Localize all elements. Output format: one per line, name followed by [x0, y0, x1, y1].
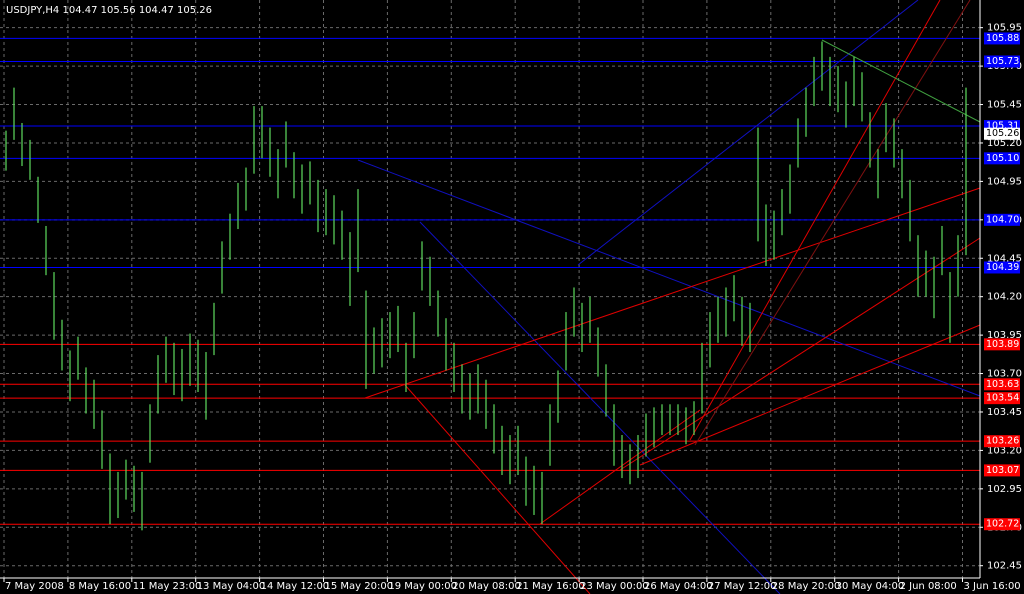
y-tick-label: 103.70	[987, 369, 1022, 380]
level-box	[984, 338, 1020, 351]
bars	[5, 41, 967, 531]
y-tick-label: 105.45	[987, 100, 1022, 111]
y-tick-label: 103.20	[987, 445, 1022, 456]
x-tick-label: 21 May 16:00	[516, 581, 585, 592]
x-tick-label: 23 May 00:00	[580, 581, 649, 592]
trend-lines	[357, 0, 981, 594]
level-box	[984, 435, 1020, 448]
level-box	[984, 152, 1020, 165]
level-label: 105.88	[986, 33, 1019, 44]
level-label: 103.26	[986, 436, 1019, 447]
y-tick-label: 102.45	[987, 561, 1022, 572]
price-axis	[980, 0, 1024, 594]
x-tick-label: 14 May 12:00	[261, 581, 330, 592]
x-tick-label: 27 May 12:00	[708, 581, 777, 592]
y-tick-label: 104.95	[987, 176, 1022, 187]
x-tick-label: 15 May 20:00	[325, 581, 394, 592]
level-label: 103.89	[986, 339, 1019, 350]
trend-line	[689, 0, 941, 441]
trend-line	[539, 409, 701, 525]
level-label: 104.70	[986, 214, 1019, 225]
y-tick-label: 105.20	[987, 138, 1022, 149]
level-box	[984, 55, 1020, 68]
level-box	[984, 518, 1020, 531]
x-tick-label: 3 Jun 16:00	[964, 581, 1021, 592]
x-tick-label: 28 May 20:00	[772, 581, 841, 592]
grid	[0, 0, 980, 578]
x-tick-label: 19 May 00:00	[388, 581, 457, 592]
x-tick-label: 30 May 04:00	[836, 581, 905, 592]
trend-line	[577, 0, 919, 266]
level-label: 103.54	[986, 393, 1019, 404]
level-label: 105.31	[986, 121, 1019, 132]
level-label: 104.39	[986, 262, 1019, 273]
level-box	[984, 32, 1020, 45]
trend-line	[619, 237, 981, 471]
x-tick-label: 8 May 16:00	[69, 581, 131, 592]
x-tick-label: 2 Jun 08:00	[900, 581, 957, 592]
y-tick-label: 102.95	[987, 484, 1022, 495]
trend-line	[821, 39, 981, 123]
x-tick-label: 11 May 23:00	[133, 581, 202, 592]
level-label: 105.73	[986, 56, 1019, 67]
x-tick-label: 7 May 2008	[5, 581, 64, 592]
trend-line	[364, 187, 981, 399]
y-tick-label: 105.95	[987, 23, 1022, 34]
level-box	[984, 378, 1020, 391]
y-tick-label: 104.45	[987, 253, 1022, 264]
level-box	[984, 392, 1020, 405]
last-price-label: 105.26	[986, 128, 1019, 139]
last-price-box	[984, 127, 1020, 140]
trend-line	[694, 0, 971, 446]
y-tick-label: 104.20	[987, 292, 1022, 303]
level-label: 102.72	[986, 519, 1019, 530]
y-tick-label: 103.95	[987, 330, 1022, 341]
axis-labels: 105.95105.70105.45105.20104.95104.70104.…	[3, 23, 1022, 592]
level-label: 103.63	[986, 379, 1019, 390]
trend-line	[357, 159, 981, 397]
level-label: 103.07	[986, 465, 1019, 476]
x-tick-label: 20 May 08:00	[452, 581, 521, 592]
level-box	[984, 261, 1020, 274]
trend-line	[419, 221, 781, 594]
trend-line	[404, 384, 591, 594]
level-box	[984, 464, 1020, 477]
level-box	[984, 213, 1020, 226]
x-tick-label: 13 May 04:00	[197, 581, 266, 592]
level-label: 105.10	[986, 153, 1019, 164]
chart-title: USDJPY,H4 104.47 105.56 104.47 105.26	[6, 5, 212, 16]
levels	[0, 37, 980, 525]
y-tick-label: 103.45	[987, 407, 1022, 418]
x-tick-label: 26 May 04:00	[644, 581, 713, 592]
